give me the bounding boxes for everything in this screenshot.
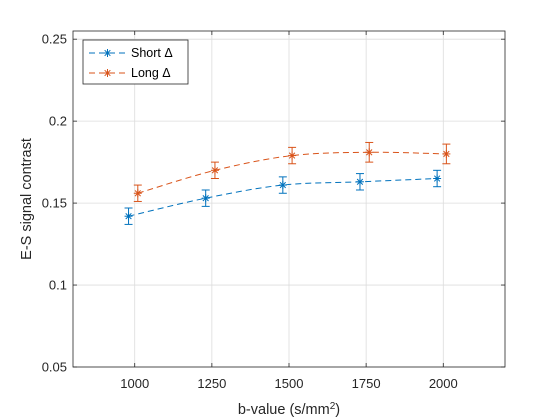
y-tick-label: 0.15 <box>42 196 67 211</box>
legend-box <box>82 39 189 85</box>
x-axis-label-superscript: 2 <box>330 401 336 412</box>
y-tick-label: 0.2 <box>49 114 67 129</box>
x-axis-label-close: ) <box>335 402 340 418</box>
data-point <box>201 194 210 203</box>
series-line <box>128 178 438 217</box>
y-tick-label: 0.1 <box>49 278 67 293</box>
data-point <box>278 181 287 190</box>
data-point <box>433 174 442 183</box>
x-tick-label: 1750 <box>352 376 381 391</box>
x-tick-label: 1000 <box>120 376 149 391</box>
data-point <box>133 189 142 198</box>
data-point <box>124 212 133 221</box>
x-tick-label: 1500 <box>275 376 304 391</box>
data-point <box>365 148 374 157</box>
y-tick-label: 0.05 <box>42 360 67 375</box>
data-point <box>288 151 297 160</box>
series-layer <box>124 141 451 225</box>
series-line <box>137 151 447 194</box>
data-point <box>355 177 364 186</box>
x-axis-label: b-value (s/mm2) <box>238 401 340 419</box>
data-point <box>442 149 451 158</box>
tick-labels: 1000 1250 1500 1750 2000 0.05 0.1 0.15 0.2 0.25 <box>42 32 458 391</box>
series-0 <box>124 169 442 225</box>
legend-label-long: Long Δ <box>131 66 171 80</box>
series-1 <box>133 141 451 202</box>
ticks <box>73 31 505 368</box>
legend-label-short: Short Δ <box>131 46 173 60</box>
legend-marker-short <box>103 49 112 57</box>
x-tick-label: 2000 <box>429 376 458 391</box>
data-point <box>210 166 219 175</box>
legend-marker-long <box>103 69 112 77</box>
x-axis-label-main: b-value (s/mm <box>238 402 330 418</box>
y-axis-label: E-S signal contrast <box>19 138 35 260</box>
legend: Short Δ Long Δ <box>82 39 189 85</box>
y-tick-label: 0.25 <box>42 32 67 47</box>
x-tick-label: 1250 <box>197 376 226 391</box>
